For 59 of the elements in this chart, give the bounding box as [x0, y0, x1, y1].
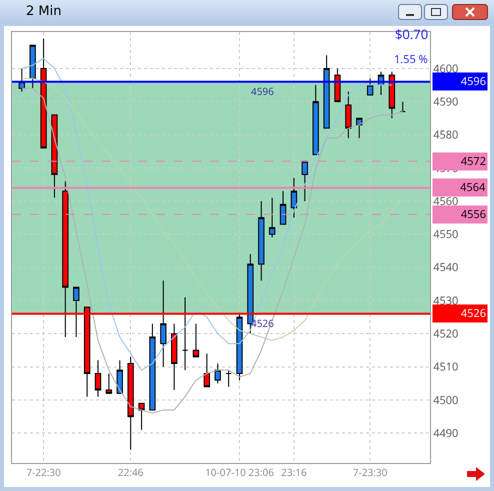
candlestick [280, 190, 286, 225]
annotation: 1.55 % [394, 52, 428, 67]
candlestick [94, 360, 102, 398]
annotation: $0.70 [395, 25, 428, 43]
candlestick [356, 118, 362, 139]
y-tick-label: 4510 [433, 360, 458, 375]
candlestick [116, 360, 123, 394]
ref-line-label: 4564 [460, 180, 486, 195]
candlestick [171, 323, 178, 391]
candlestick [30, 44, 36, 89]
y-tick-label: 4530 [433, 293, 458, 308]
candlestick [160, 280, 166, 368]
line-series [21, 88, 404, 414]
line-series [21, 78, 404, 341]
y-tick-label: 4550 [433, 227, 458, 242]
line-series [21, 58, 392, 371]
y-tick-label: 4580 [433, 128, 458, 143]
y-tick-label: 4600 [433, 61, 458, 76]
candlestick [51, 114, 58, 198]
x-tick-label: 10-07-10 23:06 [205, 465, 274, 479]
candlestick [192, 323, 200, 358]
ref-line-label: 4556 [460, 207, 486, 222]
y-tick-label: 4490 [433, 426, 458, 442]
y-tick-label: 4560 [433, 194, 458, 209]
chart-title: 2 Min [26, 4, 62, 19]
annotation: 4596 [251, 84, 274, 98]
candlestick [312, 84, 319, 156]
y-tick-label: 4540 [433, 260, 458, 276]
candlestick [302, 160, 308, 202]
candlestick [323, 54, 330, 129]
x-tick-label: 7-22:30 [26, 465, 62, 479]
ref-line-label: 4526 [460, 306, 486, 321]
candlestick [149, 323, 156, 410]
candlestick [225, 370, 232, 388]
candlestick [400, 101, 406, 112]
candlestick [214, 363, 221, 384]
candlestick [258, 200, 264, 282]
candlestick [268, 197, 276, 238]
x-tick-label: 22:46 [118, 465, 144, 479]
candlestick [236, 313, 243, 381]
candlestick [345, 91, 352, 139]
y-tick-label: 4590 [433, 94, 458, 110]
candlestick [138, 402, 145, 430]
x-tick-label: 7-23:30 [352, 465, 388, 479]
x-tick-label: 23:16 [281, 465, 307, 479]
candlestick [127, 356, 134, 450]
y-tick-label: 4500 [433, 392, 458, 408]
candlestick [290, 177, 298, 218]
ref-line-label: 4596 [460, 74, 486, 89]
candlestick [182, 296, 188, 371]
candlestick [204, 353, 210, 388]
ref-line-label: 4572 [460, 154, 486, 169]
y-tick-label: 4520 [433, 326, 458, 342]
candlestick [40, 38, 47, 149]
candlestick [388, 71, 396, 119]
candlestick [73, 286, 80, 338]
candlestick [366, 78, 374, 96]
candlestick [106, 372, 112, 394]
annotation: 4526 [251, 316, 274, 330]
